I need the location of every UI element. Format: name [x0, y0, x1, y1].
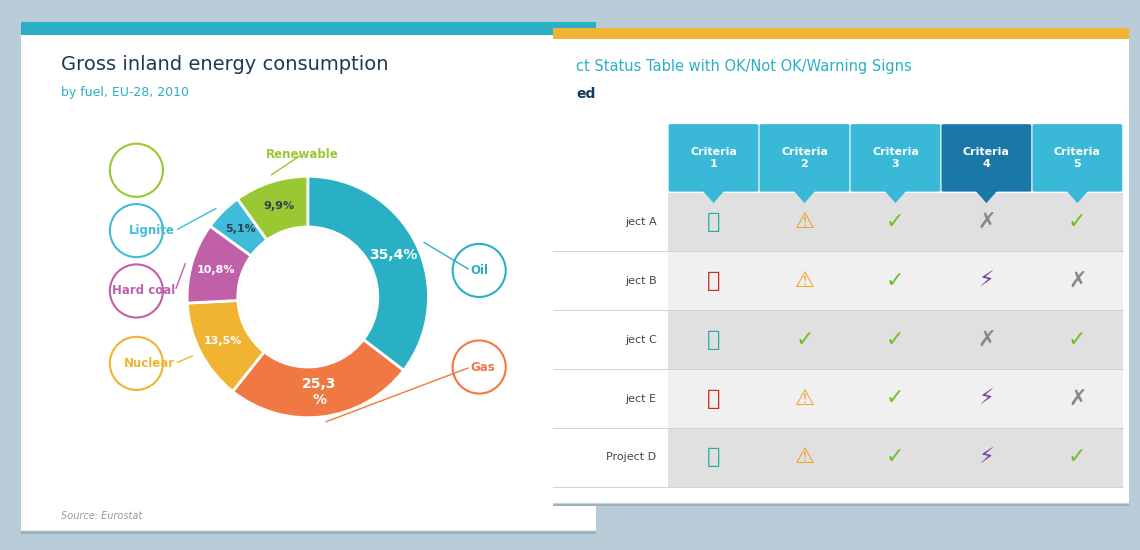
- Circle shape: [241, 229, 375, 365]
- Text: 9,9%: 9,9%: [263, 201, 294, 211]
- Text: Nuclear: Nuclear: [124, 357, 176, 370]
- Polygon shape: [974, 189, 999, 203]
- FancyBboxPatch shape: [553, 123, 668, 487]
- FancyBboxPatch shape: [668, 310, 1123, 369]
- Text: Criteria
2: Criteria 2: [781, 147, 828, 169]
- Text: Gross inland energy consumption: Gross inland energy consumption: [60, 55, 389, 74]
- Wedge shape: [187, 300, 264, 392]
- Text: ⚡: ⚡: [978, 271, 994, 291]
- Text: ct Status Table with OK/Not OK/Warning Signs: ct Status Table with OK/Not OK/Warning S…: [576, 59, 912, 74]
- Text: Lignite: Lignite: [129, 224, 176, 237]
- FancyBboxPatch shape: [668, 251, 1123, 310]
- FancyBboxPatch shape: [942, 124, 1032, 191]
- Text: 👍: 👍: [707, 448, 720, 468]
- Text: 👎: 👎: [707, 389, 720, 409]
- FancyBboxPatch shape: [668, 192, 1123, 251]
- FancyBboxPatch shape: [17, 19, 600, 531]
- Text: ed: ed: [576, 87, 595, 101]
- FancyBboxPatch shape: [553, 28, 1129, 40]
- Wedge shape: [308, 177, 429, 370]
- Wedge shape: [187, 226, 251, 303]
- FancyBboxPatch shape: [668, 428, 1123, 487]
- Text: ⚡: ⚡: [978, 389, 994, 409]
- Polygon shape: [882, 189, 909, 203]
- FancyBboxPatch shape: [553, 32, 1134, 515]
- Text: Gas: Gas: [471, 360, 496, 373]
- Text: ject E: ject E: [626, 394, 657, 404]
- Text: 👍: 👍: [707, 212, 720, 232]
- Text: Project D: Project D: [606, 453, 657, 463]
- Text: Renewable: Renewable: [266, 148, 339, 161]
- FancyBboxPatch shape: [21, 27, 602, 544]
- Text: ✓: ✓: [886, 448, 905, 468]
- Text: ✓: ✓: [886, 212, 905, 232]
- Text: ✓: ✓: [1068, 448, 1086, 468]
- Text: 13,5%: 13,5%: [204, 336, 242, 345]
- Text: ⚡: ⚡: [978, 448, 994, 468]
- Text: Criteria
1: Criteria 1: [690, 147, 736, 169]
- Polygon shape: [792, 189, 817, 203]
- Text: ✗: ✗: [977, 329, 995, 350]
- Text: 👍: 👍: [707, 329, 720, 350]
- Text: Criteria
5: Criteria 5: [1053, 147, 1101, 169]
- Text: ject B: ject B: [625, 276, 657, 286]
- FancyBboxPatch shape: [850, 124, 940, 191]
- Text: ⚠: ⚠: [795, 389, 814, 409]
- Wedge shape: [233, 339, 404, 417]
- Polygon shape: [1065, 189, 1090, 203]
- FancyBboxPatch shape: [759, 124, 849, 191]
- Text: 10,8%: 10,8%: [197, 265, 236, 275]
- Text: ⚠: ⚠: [795, 271, 814, 291]
- Text: ✓: ✓: [886, 329, 905, 350]
- FancyBboxPatch shape: [668, 369, 1123, 428]
- Circle shape: [252, 241, 364, 353]
- Text: ject A: ject A: [625, 217, 657, 227]
- Text: 35,4%: 35,4%: [369, 248, 417, 262]
- Text: ✗: ✗: [1068, 389, 1086, 409]
- FancyBboxPatch shape: [21, 22, 596, 35]
- Text: Source: Eurostat: Source: Eurostat: [60, 511, 142, 521]
- Text: 5,1%: 5,1%: [226, 224, 256, 234]
- Text: ject C: ject C: [625, 335, 657, 345]
- Text: 25,3
%: 25,3 %: [302, 377, 336, 407]
- Circle shape: [241, 229, 375, 365]
- Text: ✓: ✓: [886, 271, 905, 291]
- Text: Criteria
4: Criteria 4: [963, 147, 1010, 169]
- Text: ⚠: ⚠: [795, 212, 814, 232]
- Text: ✓: ✓: [1068, 212, 1086, 232]
- Polygon shape: [701, 189, 726, 203]
- FancyBboxPatch shape: [669, 124, 758, 191]
- Wedge shape: [210, 199, 267, 256]
- Text: ✗: ✗: [977, 212, 995, 232]
- Text: 👎: 👎: [707, 271, 720, 291]
- Text: ✓: ✓: [886, 389, 905, 409]
- Text: ⚠: ⚠: [795, 448, 814, 468]
- Text: ✓: ✓: [796, 329, 814, 350]
- Text: by fuel, EU-28, 2010: by fuel, EU-28, 2010: [60, 86, 189, 99]
- Text: Hard coal: Hard coal: [112, 284, 176, 298]
- Wedge shape: [237, 177, 308, 240]
- Text: Oil: Oil: [471, 264, 489, 277]
- FancyBboxPatch shape: [549, 25, 1132, 504]
- FancyBboxPatch shape: [1033, 124, 1122, 191]
- Text: ✓: ✓: [1068, 329, 1086, 350]
- Text: Criteria
3: Criteria 3: [872, 147, 919, 169]
- Text: ✗: ✗: [1068, 271, 1086, 291]
